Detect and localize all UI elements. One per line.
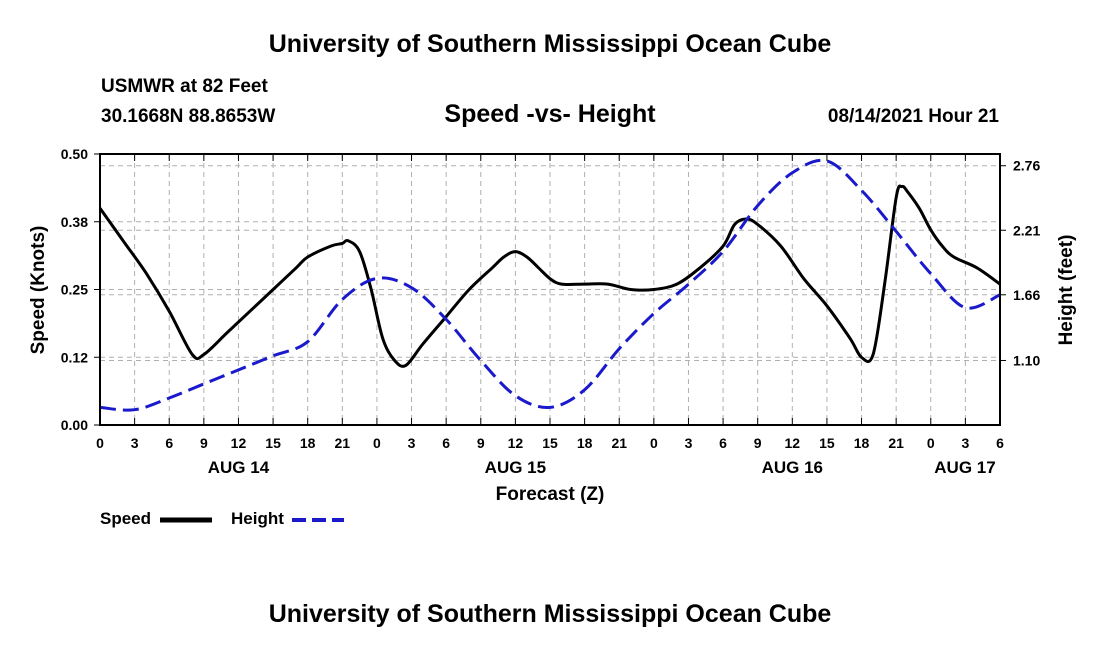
footer-title: University of Southern Mississippi Ocean… — [268, 600, 832, 628]
x-tick-label: 9 — [200, 435, 208, 451]
x-tick-label: 0 — [96, 435, 104, 451]
date-label: AUG 17 — [934, 458, 995, 477]
x-tick-label: 6 — [442, 435, 450, 451]
x-tick-label: 21 — [888, 435, 904, 451]
axes: 0 3 6 9 12 15 18 21 0 3 6 9 12 15 18 21 0 3 6 9 12 15 18 21 0 3 6A… — [61, 146, 1041, 477]
y-tick-label: 0.25 — [61, 282, 88, 298]
x-axis-label: Forecast (Z) — [496, 484, 605, 505]
date-label: AUG 16 — [762, 458, 823, 477]
x-tick-label: 18 — [854, 435, 870, 451]
x-tick-label: 6 — [719, 435, 727, 451]
y-tick-label: 0.50 — [61, 146, 88, 162]
y-tick-label: 0.12 — [61, 349, 88, 365]
legend-height-label: Height — [231, 509, 284, 528]
y2-tick-label: 1.66 — [1013, 287, 1040, 303]
date-label: AUG 15 — [485, 458, 546, 477]
x-tick-label: 0 — [373, 435, 381, 451]
x-tick-label: 3 — [961, 435, 969, 451]
x-tick-label: 9 — [477, 435, 485, 451]
x-tick-label: 12 — [508, 435, 524, 451]
x-tick-label: 15 — [542, 435, 558, 451]
y2-tick-label: 2.21 — [1013, 222, 1040, 238]
x-tick-label: 15 — [819, 435, 835, 451]
x-tick-label: 12 — [785, 435, 801, 451]
forecast-date: 08/14/2021 Hour 21 — [827, 106, 999, 127]
x-tick-label: 9 — [754, 435, 762, 451]
y-tick-label: 0.00 — [61, 417, 88, 433]
y2-tick-label: 1.10 — [1013, 352, 1040, 368]
x-tick-label: 0 — [927, 435, 935, 451]
series-line-speed — [98, 184, 1001, 368]
series-line-height — [99, 158, 1001, 412]
grid — [100, 154, 1000, 425]
series — [98, 158, 1001, 412]
x-tick-label: 3 — [408, 435, 416, 451]
station-label: USMWR at 82 Feet — [101, 76, 268, 97]
x-tick-label: 6 — [996, 435, 1004, 451]
x-tick-label: 3 — [685, 435, 693, 451]
x-tick-label: 12 — [231, 435, 247, 451]
chart-title: Speed -vs- Height — [444, 100, 656, 128]
date-label: AUG 14 — [208, 458, 270, 477]
y2-tick-label: 2.76 — [1013, 158, 1040, 174]
y-axis-label: Speed (Knots) — [28, 226, 49, 355]
page-title: University of Southern Mississippi Ocean… — [268, 30, 832, 58]
x-tick-label: 21 — [611, 435, 627, 451]
station-coords: 30.1668N 88.8653W — [101, 106, 276, 127]
y2-axis-label: Height (feet) — [1056, 235, 1077, 346]
x-tick-label: 6 — [165, 435, 173, 451]
x-tick-label: 3 — [131, 435, 139, 451]
y-tick-label: 0.38 — [61, 214, 88, 230]
x-tick-label: 18 — [577, 435, 593, 451]
x-tick-label: 21 — [335, 435, 351, 451]
legend-speed-label: Speed — [100, 509, 152, 528]
x-tick-label: 15 — [265, 435, 281, 451]
x-tick-label: 0 — [650, 435, 658, 451]
x-tick-label: 18 — [300, 435, 316, 451]
